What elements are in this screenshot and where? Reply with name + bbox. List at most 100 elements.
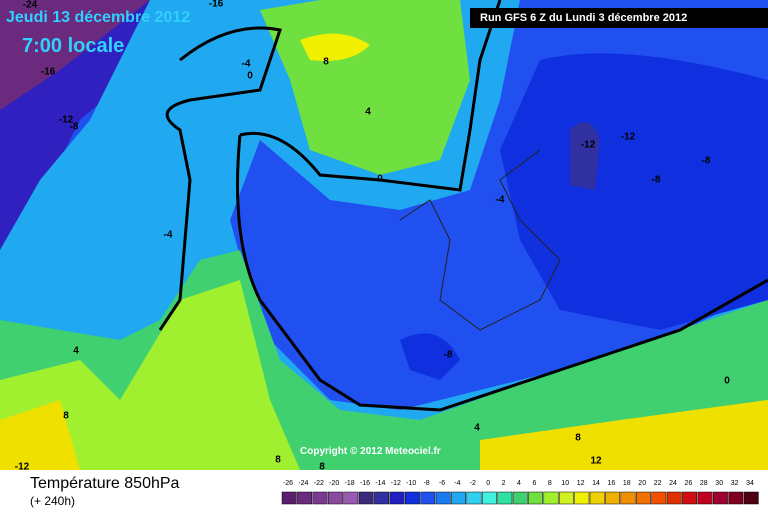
cold-east xyxy=(500,53,768,330)
legend-swatch xyxy=(404,491,420,505)
contour-label: -4 xyxy=(496,195,505,206)
contour-label: 4 xyxy=(73,346,79,357)
legend-label: -20 xyxy=(329,480,339,487)
legend-swatch xyxy=(343,491,359,505)
legend-swatch xyxy=(435,491,451,505)
legend-swatch xyxy=(374,491,390,505)
contour-label: 8 xyxy=(275,455,281,466)
legend-swatch xyxy=(358,491,374,505)
legend-label: 4 xyxy=(517,480,521,487)
legend-swatch xyxy=(651,491,667,505)
coastline xyxy=(399,149,561,331)
legend-label: 24 xyxy=(669,480,677,487)
legend-label: -14 xyxy=(375,480,385,487)
contour-label: 0 xyxy=(247,71,253,82)
cold-iberia xyxy=(400,333,460,380)
run-info: Run GFS 6 Z du Lundi 3 décembre 2012 xyxy=(480,12,687,24)
legend-swatch xyxy=(743,491,759,505)
legend-swatch xyxy=(312,491,328,505)
contour-label: 8 xyxy=(63,411,69,422)
contour-label: -12 xyxy=(581,140,596,151)
zero-contour-west xyxy=(158,26,282,331)
legend-label: -24 xyxy=(298,480,308,487)
cold-core xyxy=(0,0,150,110)
legend-swatch xyxy=(620,491,636,505)
warm-core xyxy=(0,400,768,470)
contour-label: -12 xyxy=(15,462,30,473)
contour-label: -4 xyxy=(164,230,173,241)
contour-label: 8 xyxy=(319,462,325,473)
legend-swatch xyxy=(327,491,343,505)
legend-swatch xyxy=(574,491,590,505)
legend-label: 6 xyxy=(532,480,536,487)
run-banner xyxy=(470,8,768,28)
contour-label: -8 xyxy=(444,350,453,361)
contour-label: 4 xyxy=(474,423,480,434)
warm-spot xyxy=(300,33,370,61)
legend-label: 10 xyxy=(561,480,569,487)
legend-label: 0 xyxy=(486,480,490,487)
legend-swatch xyxy=(281,491,297,505)
legend-swatch xyxy=(558,491,574,505)
contour-label: 0 xyxy=(377,174,383,185)
forecast-time: 7:00 locale xyxy=(22,35,124,57)
legend-swatch xyxy=(466,491,482,505)
legend-swatch xyxy=(528,491,544,505)
legend-swatch xyxy=(666,491,682,505)
legend-label: -2 xyxy=(470,480,476,487)
legend-swatch xyxy=(512,491,528,505)
contour-label: -8 xyxy=(702,156,711,167)
legend-label: 14 xyxy=(592,480,600,487)
legend-label: 34 xyxy=(746,480,754,487)
legend-swatch xyxy=(497,491,513,505)
contour-label: -4 xyxy=(242,59,251,70)
contour-label: -16 xyxy=(209,0,224,10)
legend-swatch xyxy=(297,491,313,505)
legend-swatch xyxy=(635,491,651,505)
legend-swatch xyxy=(682,491,698,505)
contour-label: -16 xyxy=(41,67,56,78)
legend-swatch xyxy=(697,491,713,505)
zero-contour xyxy=(236,0,768,412)
footer-lead: (+ 240h) xyxy=(30,494,75,508)
legend-swatch xyxy=(543,491,559,505)
legend-label: 22 xyxy=(654,480,662,487)
copyright: Copyright © 2012 Meteociel.fr xyxy=(300,446,441,457)
legend-swatch xyxy=(389,491,405,505)
contour-label: 8 xyxy=(575,433,581,444)
legend-label: 26 xyxy=(685,480,693,487)
contour-label: -24 xyxy=(23,0,38,11)
legend-swatch xyxy=(451,491,467,505)
warmer-region xyxy=(0,280,300,470)
contour-label: 12 xyxy=(590,456,602,467)
legend-label: -18 xyxy=(345,480,355,487)
legend-swatch xyxy=(605,491,621,505)
legend-label: 12 xyxy=(577,480,585,487)
contour-label: 4 xyxy=(365,107,371,118)
legend-label: -12 xyxy=(391,480,401,487)
legend-label: 28 xyxy=(700,480,708,487)
legend-label: -10 xyxy=(406,480,416,487)
footer-title: Température 850hPa xyxy=(30,475,180,492)
legend-label: -6 xyxy=(439,480,445,487)
legend-swatch xyxy=(481,491,497,505)
contour-label: -12 xyxy=(621,132,636,143)
legend-swatch xyxy=(589,491,605,505)
legend-label: 30 xyxy=(715,480,723,487)
cold-spot xyxy=(570,122,600,190)
legend-label: 20 xyxy=(638,480,646,487)
legend-label: -4 xyxy=(454,480,460,487)
legend-label: 32 xyxy=(731,480,739,487)
contour-label: -8 xyxy=(652,175,661,186)
legend-label: 18 xyxy=(623,480,631,487)
forecast-date: Jeudi 13 décembre 2012 xyxy=(6,9,190,26)
legend-label: 16 xyxy=(608,480,616,487)
legend-label: -22 xyxy=(314,480,324,487)
contour-label: -8 xyxy=(70,122,79,133)
contour-label: 0 xyxy=(724,376,730,387)
legend-swatch xyxy=(728,491,744,505)
legend-swatch xyxy=(712,491,728,505)
legend-label: 2 xyxy=(502,480,506,487)
legend-label: -26 xyxy=(283,480,293,487)
